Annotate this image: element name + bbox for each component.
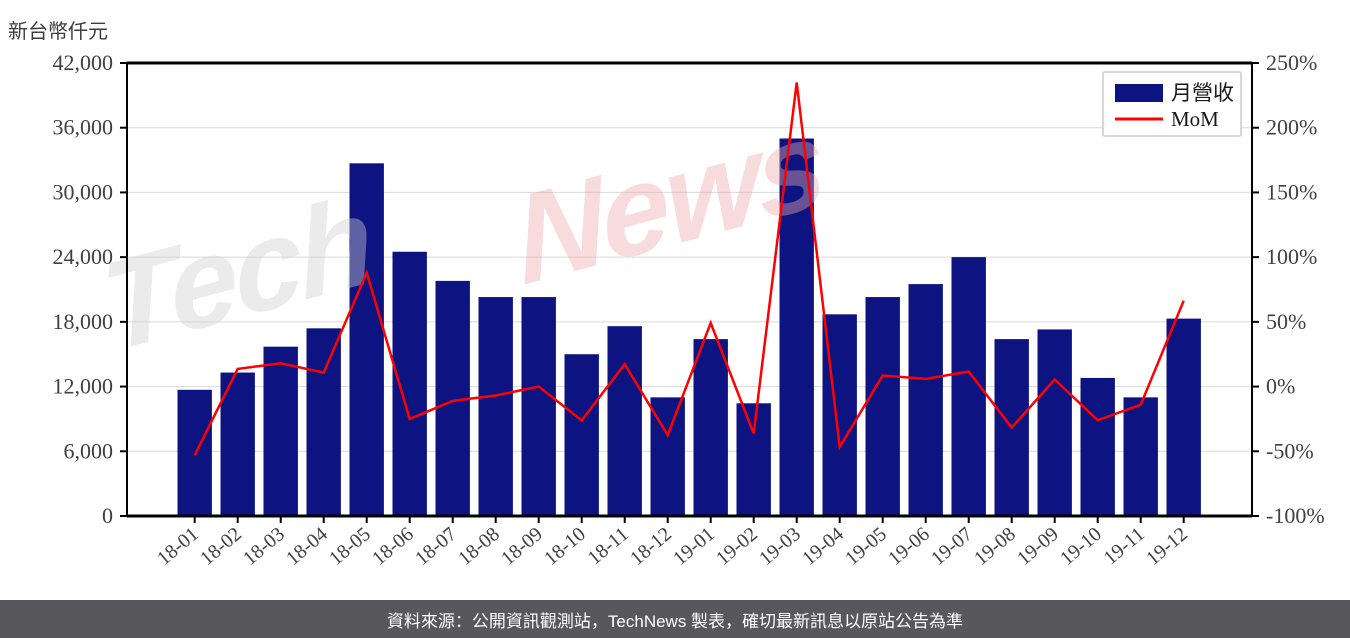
svg-text:42,000: 42,000 [53, 50, 114, 75]
svg-text:0%: 0% [1266, 374, 1295, 399]
svg-text:-100%: -100% [1266, 503, 1325, 528]
svg-text:150%: 150% [1266, 179, 1317, 204]
svg-text:-50%: -50% [1266, 438, 1314, 463]
svg-text:6,000: 6,000 [64, 438, 114, 463]
svg-text:250%: 250% [1266, 50, 1317, 75]
svg-text:24,000: 24,000 [53, 244, 114, 269]
svg-text:50%: 50% [1266, 309, 1306, 334]
svg-text:12,000: 12,000 [53, 374, 114, 399]
svg-text:新台幣仟元: 新台幣仟元 [8, 20, 108, 43]
svg-text:100%: 100% [1266, 244, 1317, 269]
svg-text:200%: 200% [1266, 115, 1317, 140]
svg-text:0: 0 [102, 503, 113, 528]
svg-text:MoM: MoM [1171, 107, 1219, 131]
svg-text:月營收: 月營收 [1171, 81, 1234, 105]
svg-text:36,000: 36,000 [53, 115, 114, 140]
svg-text:30,000: 30,000 [53, 179, 114, 204]
svg-text:18,000: 18,000 [53, 309, 114, 334]
